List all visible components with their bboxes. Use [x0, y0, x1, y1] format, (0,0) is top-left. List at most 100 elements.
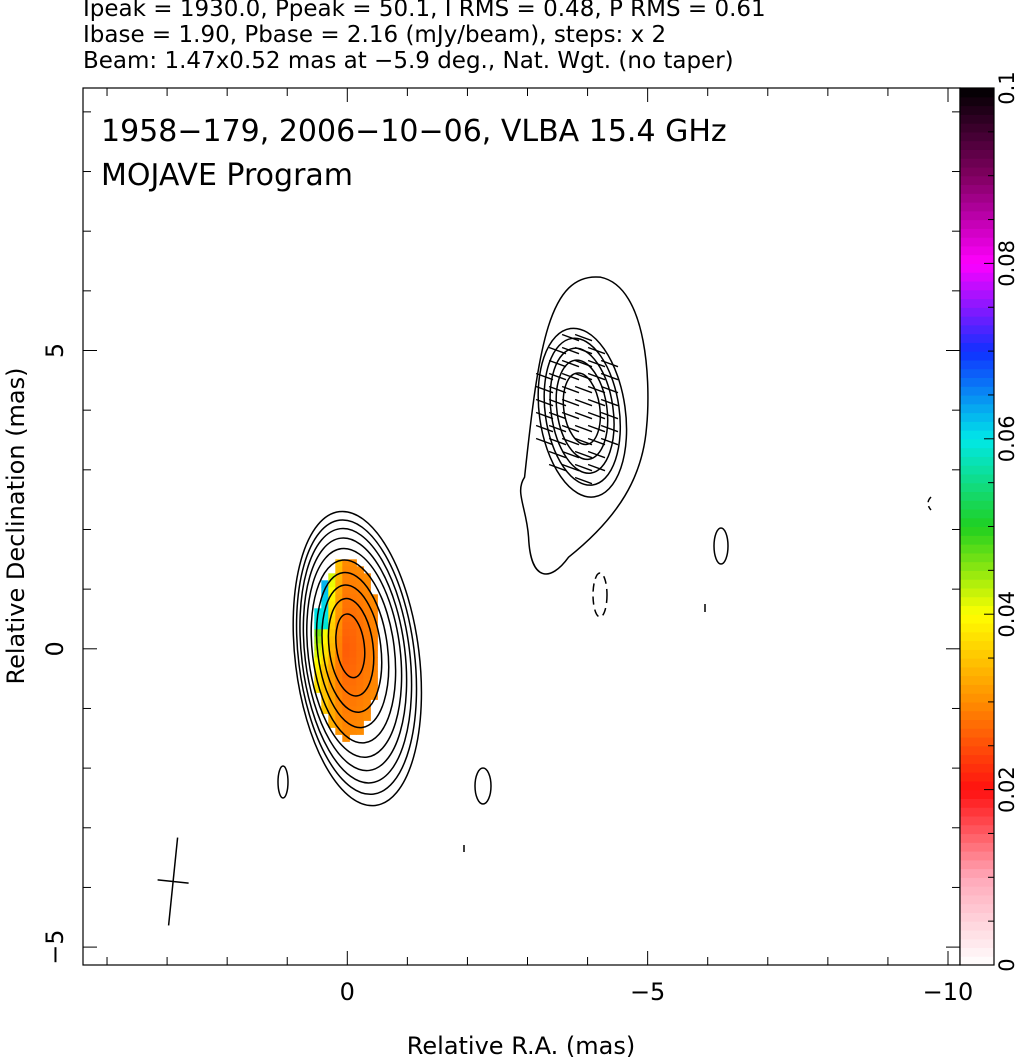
evpa-vector: [574, 476, 593, 485]
polarization-pixel: [328, 601, 336, 609]
contour-level-noise: [927, 496, 932, 511]
evpa-vector: [600, 359, 619, 368]
polarization-pixel: [314, 622, 322, 630]
beam-cross: [157, 837, 189, 926]
colorbar-segment: [960, 684, 994, 694]
polarization-pixel: [342, 615, 350, 623]
evpa-vector: [561, 398, 580, 407]
polarization-pixel: [321, 594, 329, 602]
polarization-pixel: [342, 643, 350, 651]
polarization-pixel: [328, 636, 336, 644]
colorbar-segment: [960, 561, 994, 571]
polarization-pixel: [349, 601, 357, 609]
polarization-pixel: [321, 615, 329, 623]
colorbar-segment: [960, 254, 994, 264]
evpa-vector: [561, 372, 580, 381]
evpa-vector: [587, 424, 606, 433]
colorbar-segment: [960, 535, 994, 545]
colorbar-segment: [960, 877, 994, 887]
polarization-pixel: [321, 643, 329, 651]
polarization-pixel: [328, 573, 336, 581]
colorbar-segment: [960, 403, 994, 414]
polarization-pixel: [335, 713, 343, 721]
evpa-vector: [574, 398, 593, 407]
contour-level-jet: [537, 327, 628, 498]
colorbar-segment: [960, 675, 994, 685]
polarization-pixel: [370, 671, 378, 679]
polarization-pixel: [363, 573, 371, 581]
colorbar-segment: [960, 333, 994, 343]
evpa-vector: [587, 385, 606, 394]
evpa-vector: [561, 450, 580, 459]
polarization-pixel: [363, 622, 371, 630]
polarization-pixel: [335, 573, 343, 581]
polarization-pixel: [342, 608, 350, 616]
colorbar-segment: [960, 833, 994, 843]
polarization-pixel: [349, 566, 357, 574]
polarization-pixel: [335, 594, 343, 602]
polarization-pixel: [314, 636, 322, 644]
polarization-pixel: [335, 608, 343, 616]
colorbar-segment: [960, 596, 994, 607]
polarization-pixel: [356, 615, 364, 623]
polarization-pixel: [328, 713, 336, 721]
evpa-vector: [548, 411, 567, 420]
polarization-pixel: [349, 587, 357, 595]
polarization-pixel: [349, 706, 357, 714]
polarization-pixel: [370, 636, 378, 644]
colorbar-tick-label: 0.06: [995, 415, 1019, 462]
evpa-vector: [574, 359, 593, 368]
polarization-pixel: [328, 587, 336, 595]
x-tick-label: 0: [340, 978, 355, 1006]
polarization-pixel: [328, 692, 336, 700]
colorbar-segment: [960, 316, 994, 326]
colorbar-segment: [960, 465, 994, 475]
evpa-vector: [587, 346, 606, 355]
polarization-pixel: [363, 713, 371, 721]
polarization-pixel: [328, 643, 336, 651]
colorbar-segment: [960, 640, 994, 650]
polarization-pixel: [321, 650, 329, 658]
header-beam-line: Beam: 1.47x0.52 mas at −5.9 deg., Nat. W…: [83, 48, 734, 74]
polarization-pixel: [356, 608, 364, 616]
evpa-vector: [587, 463, 606, 472]
y-tick-label: 0: [41, 641, 69, 656]
evpa-vector: [561, 346, 580, 355]
evpa-vector: [587, 450, 606, 459]
colorbar-segment: [960, 473, 994, 484]
polarization-pixel: [335, 580, 343, 588]
polarization-pixel: [328, 615, 336, 623]
colorbar-segment: [960, 105, 994, 115]
polarization-pixel: [349, 650, 357, 658]
colorbar-segment: [960, 166, 994, 177]
colorbar-segment: [960, 96, 994, 107]
evpa-vector: [548, 437, 567, 446]
polarization-pixel: [328, 657, 336, 665]
polarization-pixel: [356, 664, 364, 672]
polarization-pixel: [328, 594, 336, 602]
evpa-vector: [587, 411, 606, 420]
polarization-pixel: [370, 664, 378, 672]
polarization-pixel: [328, 580, 336, 588]
polarization-pixel: [328, 629, 336, 637]
evpa-vector: [600, 398, 619, 407]
polarization-pixel: [356, 685, 364, 693]
polarization-pixel: [349, 727, 357, 735]
colorbar-segment: [960, 736, 994, 747]
contour-level-core: [306, 547, 403, 759]
polarization-pixel: [349, 573, 357, 581]
colorbar-segment: [960, 693, 994, 703]
evpa-vector: [535, 398, 554, 407]
polarization-pixel: [363, 706, 371, 714]
contour-level-core: [302, 537, 408, 772]
x-tick-label: −5: [630, 978, 665, 1006]
polarization-pixel: [335, 685, 343, 693]
polarization-pixel: [349, 615, 357, 623]
evpa-vector: [600, 385, 619, 394]
colorbar-segment: [960, 412, 994, 422]
contour-level-core: [292, 510, 423, 807]
contour-level-noise: [592, 572, 608, 618]
polarization-pixel: [349, 720, 357, 728]
polarization-pixel: [328, 706, 336, 714]
colorbar-segment: [960, 552, 994, 563]
